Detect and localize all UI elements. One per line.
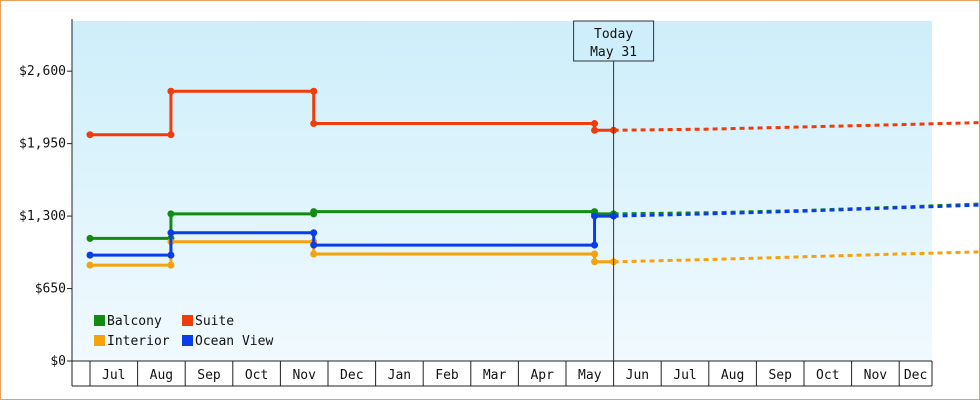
x-tick-label: Oct bbox=[816, 368, 839, 383]
x-axis: Jul Aug Sep Oct Nov Dec Jan Feb Mar Apr May Jun Jul A… bbox=[72, 360, 933, 387]
y-tick-label: $1,300 bbox=[19, 209, 66, 224]
x-tick-label: Nov bbox=[864, 368, 888, 383]
y-axis: $0 $650 $1,300 $1,950 $2,600 bbox=[19, 19, 73, 386]
x-tick-label: Feb bbox=[435, 368, 459, 383]
x-tick-label: Dec bbox=[904, 368, 927, 383]
legend-swatch bbox=[182, 315, 193, 326]
series-point bbox=[591, 250, 599, 258]
x-tick-label: Jun bbox=[626, 368, 649, 383]
today-box bbox=[573, 20, 655, 62]
legend-swatch bbox=[182, 335, 193, 346]
series-point bbox=[310, 229, 318, 237]
series-point bbox=[310, 87, 318, 95]
x-tick-label: Sep bbox=[197, 368, 221, 383]
series-point bbox=[591, 241, 599, 249]
legend-swatch bbox=[94, 315, 105, 326]
series-point bbox=[591, 120, 599, 128]
series-point bbox=[167, 251, 175, 259]
x-tick-label: Aug bbox=[150, 368, 173, 383]
legend-swatch bbox=[94, 335, 105, 346]
today-date: May 31 bbox=[590, 45, 637, 60]
y-tick-label: $1,950 bbox=[19, 137, 66, 152]
series-point bbox=[591, 258, 599, 266]
legend-label: Balcony bbox=[107, 314, 162, 329]
x-tick-label: Oct bbox=[245, 368, 268, 383]
y-tick-label: $0 bbox=[50, 354, 66, 369]
x-tick-label: Sep bbox=[768, 368, 792, 383]
today-label: Today bbox=[594, 27, 633, 42]
series-point bbox=[86, 131, 94, 139]
today-marker: Today May 31 bbox=[573, 20, 655, 361]
x-tick-label: Apr bbox=[530, 368, 554, 383]
y-tick-label: $650 bbox=[35, 282, 66, 297]
series-point bbox=[310, 250, 318, 258]
series-forecast-ocean-view bbox=[613, 203, 979, 218]
x-tick-label: May bbox=[578, 368, 602, 383]
series-point bbox=[310, 241, 318, 249]
legend-label: Suite bbox=[195, 314, 234, 329]
series-point bbox=[167, 210, 175, 218]
series-point bbox=[310, 208, 318, 216]
legend: Balcony Suite Interior Ocean View bbox=[94, 314, 273, 349]
x-tick-label: Aug bbox=[721, 368, 744, 383]
series-point bbox=[86, 251, 94, 259]
x-tick-label: Nov bbox=[292, 368, 316, 383]
legend-label: Ocean View bbox=[195, 334, 273, 349]
series-point bbox=[167, 229, 175, 237]
plot-area bbox=[72, 21, 932, 361]
x-tick-label: Dec bbox=[340, 368, 363, 383]
series-forecast-suite bbox=[613, 121, 979, 132]
x-tick-label: Mar bbox=[483, 368, 507, 383]
series-point bbox=[86, 234, 94, 242]
series-point bbox=[167, 87, 175, 95]
series-layer bbox=[86, 87, 979, 269]
series-point bbox=[591, 212, 599, 220]
x-tick-label: Jul bbox=[673, 368, 696, 383]
series-point bbox=[86, 261, 94, 269]
legend-label: Interior bbox=[107, 334, 170, 349]
series-line-ocean-view bbox=[90, 214, 614, 257]
series-point bbox=[167, 131, 175, 139]
x-tick-label: Jan bbox=[388, 368, 411, 383]
series-point bbox=[591, 126, 599, 134]
y-tick-label: $2,600 bbox=[19, 64, 66, 79]
series-point bbox=[310, 120, 318, 128]
series-point bbox=[167, 261, 175, 269]
x-tick-label: Jul bbox=[102, 368, 125, 383]
series-forecast-interior bbox=[613, 250, 979, 264]
